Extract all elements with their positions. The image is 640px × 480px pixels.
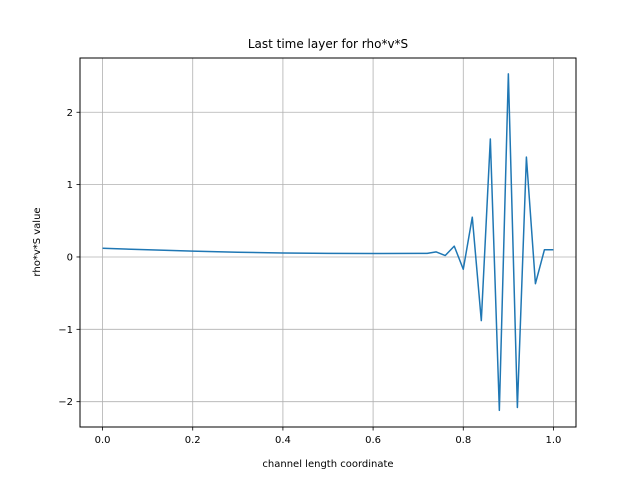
y-tick-label: 2	[67, 108, 73, 119]
series-layer	[102, 73, 554, 412]
x-tick-label: 0.2	[185, 435, 201, 446]
y-tick-label: −1	[58, 325, 73, 336]
plot-frame	[79, 57, 577, 428]
grid	[80, 58, 576, 427]
y-tick-label: −2	[58, 397, 73, 408]
y-axis-label: rho*v*S value	[32, 207, 43, 276]
x-tick-label: 0.0	[95, 435, 111, 446]
x-axis-label: channel length coordinate	[262, 459, 393, 470]
ticks: 0.0 0.2 0.4 0.6 0.8 1.0 −2 −1 0 1 2	[58, 108, 561, 446]
y-tick-label: 1	[67, 180, 73, 191]
series-line	[102, 73, 554, 412]
x-tick-label: 0.4	[275, 435, 291, 446]
chart-title: Last time layer for rho*v*S	[248, 37, 408, 51]
x-tick-label: 0.8	[455, 435, 471, 446]
y-tick-label: 0	[67, 252, 73, 263]
x-tick-label: 0.6	[365, 435, 381, 446]
x-tick-label: 1.0	[546, 435, 562, 446]
